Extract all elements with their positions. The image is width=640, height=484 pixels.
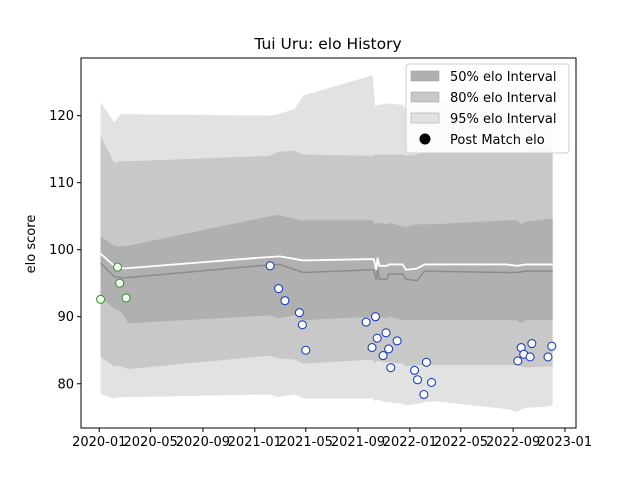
post-match-elo-point (294, 308, 304, 318)
band-50-interval (100, 214, 553, 324)
post-match-elo-point (412, 375, 423, 385)
chart-title: Tui Uru: elo History (253, 35, 401, 53)
post-match-elo-point (392, 336, 402, 346)
post-match-elo-point (121, 293, 131, 303)
post-match-elo-point (381, 328, 391, 338)
post-match-elo-point (265, 261, 275, 271)
legend-label: 95% elo Interval (450, 112, 557, 127)
x-tick-label: 2022-01 (383, 435, 437, 450)
y-tick-label: 100 (49, 243, 74, 258)
post-match-elo-point (370, 312, 381, 322)
x-tick-label: 2022-09 (486, 435, 540, 450)
legend-marker (419, 133, 431, 145)
legend-box (405, 63, 570, 154)
x-tick-label: 2020-05 (124, 435, 178, 450)
post-match-elo-point (96, 294, 106, 304)
y-tick-label: 90 (57, 310, 74, 325)
post-match-elo-point (426, 377, 437, 387)
axes: 80901001101202020-012020-052020-092021-0… (49, 57, 592, 450)
legend-swatch (410, 91, 440, 103)
x-tick-label: 2020-01 (72, 435, 126, 450)
post-match-elo-point (384, 344, 394, 354)
post-match-elo-point (112, 262, 123, 272)
post-match-elo-point (297, 320, 307, 330)
post-match-elo-point (421, 357, 431, 367)
x-tick-label: 2022-05 (434, 435, 488, 450)
median-elo-line (100, 262, 553, 282)
post-match-elo-point (525, 352, 535, 362)
post-match-elo-point (372, 333, 382, 343)
legend-label: 50% elo Interval (450, 70, 557, 85)
post-match-elo-point (274, 284, 284, 294)
post-match-elo-point (301, 345, 311, 355)
x-tick-label: 2023-01 (538, 435, 592, 450)
post-match-elo-point (115, 278, 125, 288)
post-match-elo-point (543, 352, 553, 362)
post-match-elo-point (409, 365, 420, 375)
x-tick-label: 2020-09 (176, 435, 230, 450)
x-tick-label: 2021-09 (331, 435, 385, 450)
mean-elo-line (99, 253, 553, 271)
y-axis-label: elo score (24, 215, 39, 274)
legend-label: Post Match elo (450, 133, 545, 148)
legend-label: 80% elo Interval (450, 91, 557, 106)
y-tick-label: 120 (49, 109, 74, 124)
legend-swatch (410, 70, 440, 82)
post-match-elo-point (547, 341, 557, 351)
post-match-elo-point (378, 351, 388, 361)
post-match-elo-point (361, 317, 371, 327)
x-tick-label: 2021-01 (228, 435, 282, 450)
legend-swatch (410, 112, 440, 124)
post-match-elo-point (280, 296, 290, 306)
post-match-elo-point (419, 389, 429, 400)
legend: 50% elo Interval 80% elo Interval 95% elo … (405, 63, 570, 154)
y-tick-label: 80 (57, 377, 74, 392)
post-match-elo-point (527, 338, 537, 349)
y-tick-label: 110 (49, 176, 74, 191)
axes-frame (80, 57, 577, 429)
post-match-elo-point (513, 356, 523, 366)
post-match-elo-point (386, 363, 396, 373)
plot-area (96, 75, 557, 412)
post-match-elo-point (367, 343, 377, 353)
x-tick-label: 2021-05 (279, 435, 333, 450)
